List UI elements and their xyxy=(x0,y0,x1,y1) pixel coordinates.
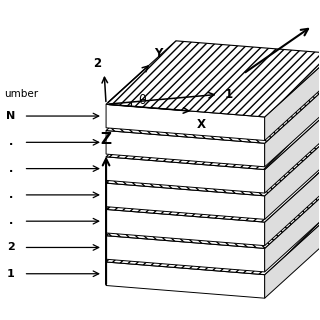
Text: θ: θ xyxy=(138,94,145,108)
Polygon shape xyxy=(106,157,265,193)
Polygon shape xyxy=(106,236,265,272)
Polygon shape xyxy=(106,104,265,140)
Polygon shape xyxy=(106,67,320,143)
Text: N: N xyxy=(6,111,16,121)
Text: 1: 1 xyxy=(7,269,15,279)
Text: .: . xyxy=(9,216,13,226)
Polygon shape xyxy=(265,132,320,219)
Polygon shape xyxy=(106,183,265,219)
Text: umber: umber xyxy=(4,89,39,99)
Polygon shape xyxy=(265,211,320,298)
Polygon shape xyxy=(265,80,320,167)
Polygon shape xyxy=(106,146,320,222)
Text: 2: 2 xyxy=(93,57,101,70)
Polygon shape xyxy=(265,185,320,272)
Polygon shape xyxy=(265,106,320,193)
Polygon shape xyxy=(106,262,265,298)
Text: X: X xyxy=(196,118,205,131)
Text: Z: Z xyxy=(100,132,112,147)
Polygon shape xyxy=(265,159,320,246)
Polygon shape xyxy=(106,120,320,196)
Polygon shape xyxy=(106,41,320,117)
Text: 2: 2 xyxy=(7,243,15,252)
Polygon shape xyxy=(106,198,320,275)
Text: Y: Y xyxy=(155,47,163,60)
Text: .: . xyxy=(9,190,13,200)
Text: .: . xyxy=(9,164,13,174)
Text: 1: 1 xyxy=(225,88,233,101)
Polygon shape xyxy=(106,209,265,246)
Polygon shape xyxy=(106,131,265,167)
Text: .: . xyxy=(9,137,13,147)
Polygon shape xyxy=(106,172,320,248)
Polygon shape xyxy=(265,53,320,140)
Polygon shape xyxy=(106,93,320,170)
